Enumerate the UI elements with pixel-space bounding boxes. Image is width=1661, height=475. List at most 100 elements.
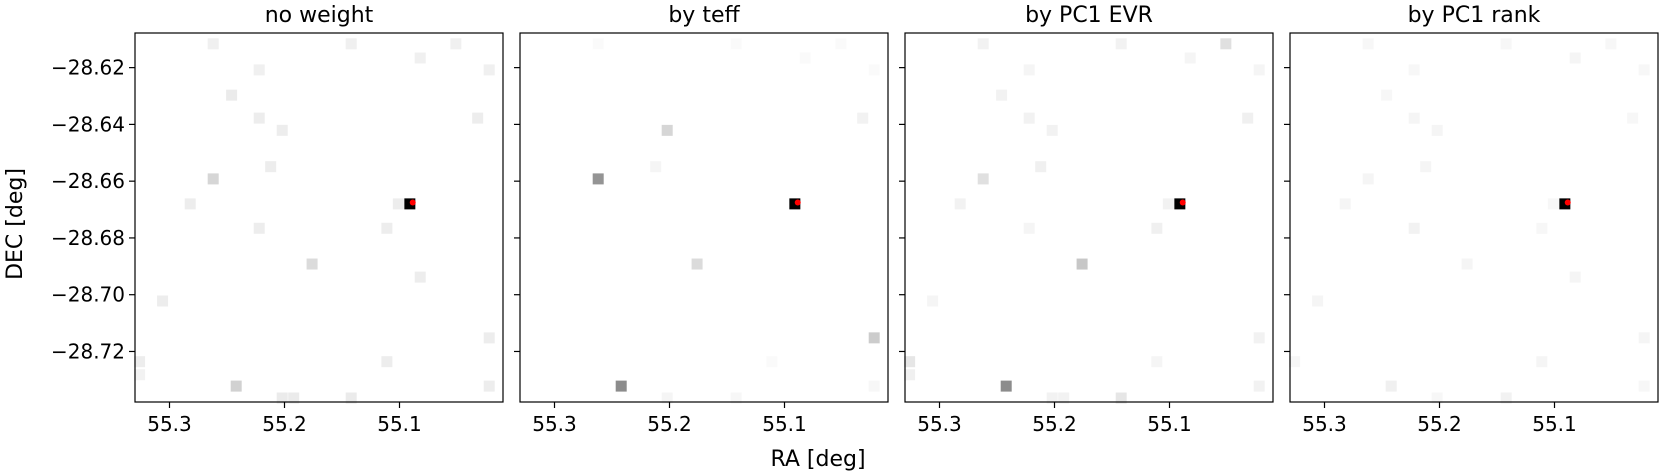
heatmap-cell	[1569, 52, 1581, 64]
heatmap-cell	[184, 198, 196, 210]
panel-title: no weight	[265, 3, 374, 28]
heatmap-cell	[1115, 392, 1127, 404]
heatmap-cell	[1408, 222, 1420, 234]
heatmap-cell	[1046, 392, 1058, 404]
heatmap-cell	[226, 89, 238, 101]
heatmap-cell	[1242, 112, 1254, 124]
heatmap-cell	[1627, 112, 1639, 124]
heatmap-cell	[1385, 380, 1397, 392]
x-tick-label: 55.3	[147, 412, 192, 436]
target-star-marker	[1179, 199, 1186, 206]
heatmap-cell	[1115, 38, 1127, 50]
heatmap-cell	[1046, 124, 1058, 136]
y-tick-label: −28.68	[51, 226, 125, 250]
heatmap-cell	[1638, 64, 1650, 76]
panels: no weight 55.3 55.2 55.1 −28.62 −28.64 −28.66 −…	[51, 3, 1659, 436]
heatmap-cell	[1151, 356, 1163, 368]
heatmap-cell	[288, 392, 300, 404]
heatmap-cell	[996, 89, 1008, 101]
heatmap-cell	[1408, 64, 1420, 76]
heatmap-cell	[691, 258, 703, 270]
heatmap-cell	[345, 392, 357, 404]
heatmap-cell	[483, 64, 495, 76]
heatmap-cell	[134, 369, 146, 381]
heatmap-cell	[157, 295, 169, 307]
heatmap-cell	[230, 380, 242, 392]
heatmap-cell	[1362, 38, 1374, 50]
panel-title: by PC1 EVR	[1025, 3, 1153, 28]
heatmap-cell	[1058, 392, 1070, 404]
heatmap-cell	[1461, 258, 1473, 270]
heatmap-cell	[1253, 332, 1265, 344]
x-tick-label: 55.1	[762, 412, 807, 436]
x-tick-label: 55.2	[1032, 412, 1077, 436]
heatmap-cell	[276, 124, 288, 136]
plot-frame	[134, 32, 504, 403]
heatmap-cell	[276, 392, 288, 404]
heatmap-cell	[253, 64, 265, 76]
heatmap-cell	[661, 392, 673, 404]
heatmap-cell	[483, 380, 495, 392]
heatmap-cell	[414, 52, 426, 64]
heatmap-cell	[1536, 356, 1548, 368]
y-tick-label: −28.64	[51, 112, 125, 136]
heatmap-cell	[592, 38, 604, 50]
x-tick-label: 55.1	[1532, 412, 1577, 436]
heatmap-cell	[392, 198, 404, 210]
heatmap-cell	[1547, 198, 1559, 210]
x-tick-label: 55.1	[377, 412, 422, 436]
heatmap-cell	[661, 124, 673, 136]
heatmap-cell	[904, 356, 916, 368]
panel-4: by PC1 rank 55.3 55.2 55.1	[1284, 3, 1659, 436]
heatmap-cell	[1500, 392, 1512, 404]
x-axis-label: RA [deg]	[770, 447, 865, 472]
heatmap-cell	[868, 64, 880, 76]
heatmap-cell	[1431, 392, 1443, 404]
heatmap-cell	[1362, 173, 1374, 185]
heatmap-cell	[1569, 271, 1581, 283]
heatmap-cell	[835, 38, 847, 50]
x-tick-label: 55.1	[1147, 412, 1192, 436]
target-star-marker	[409, 199, 416, 206]
heatmap-cell	[927, 295, 939, 307]
heatmap-cell	[1408, 112, 1420, 124]
heatmap-cell	[1500, 38, 1512, 50]
heatmap-cell	[253, 112, 265, 124]
heatmap-cell	[1289, 356, 1301, 368]
heatmap-cell	[207, 38, 219, 50]
plot-frame	[519, 32, 889, 403]
heatmap-cell	[904, 369, 916, 381]
x-tick-label: 55.3	[532, 412, 577, 436]
panel-1: no weight 55.3 55.2 55.1 −28.62 −28.64 −28.66 −…	[51, 3, 504, 436]
heatmap-cell	[1023, 64, 1035, 76]
heatmap-cell	[1023, 112, 1035, 124]
heatmap-cell	[1381, 89, 1393, 101]
plot-frame	[1289, 32, 1659, 403]
x-tick-label: 55.3	[917, 412, 962, 436]
heatmap-cell	[1312, 295, 1324, 307]
heatmap-cell	[730, 38, 742, 50]
heatmap-cell	[1431, 124, 1443, 136]
heatmap-cell	[265, 161, 277, 173]
heatmap-cell	[1420, 161, 1432, 173]
heatmap-cell	[650, 161, 662, 173]
heatmap-cell	[1536, 222, 1548, 234]
heatmap-cell	[1000, 380, 1012, 392]
panel-title: by PC1 rank	[1408, 3, 1541, 28]
heatmap-cell	[868, 332, 880, 344]
heatmap-cell	[868, 380, 880, 392]
panel-title: by teff	[668, 3, 740, 28]
y-axis-label: DEC [deg]	[3, 168, 28, 280]
heatmap-cell	[1638, 380, 1650, 392]
panel-3: by PC1 EVR 55.3 55.2 55.1	[899, 3, 1274, 436]
heatmap-cell	[1220, 38, 1232, 50]
target-star-marker	[1564, 199, 1571, 206]
x-tick-label: 55.2	[262, 412, 307, 436]
heatmap-cell	[1035, 161, 1047, 173]
heatmap-cell	[1076, 258, 1088, 270]
heatmap-cell	[977, 38, 989, 50]
heatmap-cell	[381, 356, 393, 368]
heatmap-cell	[134, 356, 146, 368]
y-tick-label: −28.62	[51, 56, 125, 80]
